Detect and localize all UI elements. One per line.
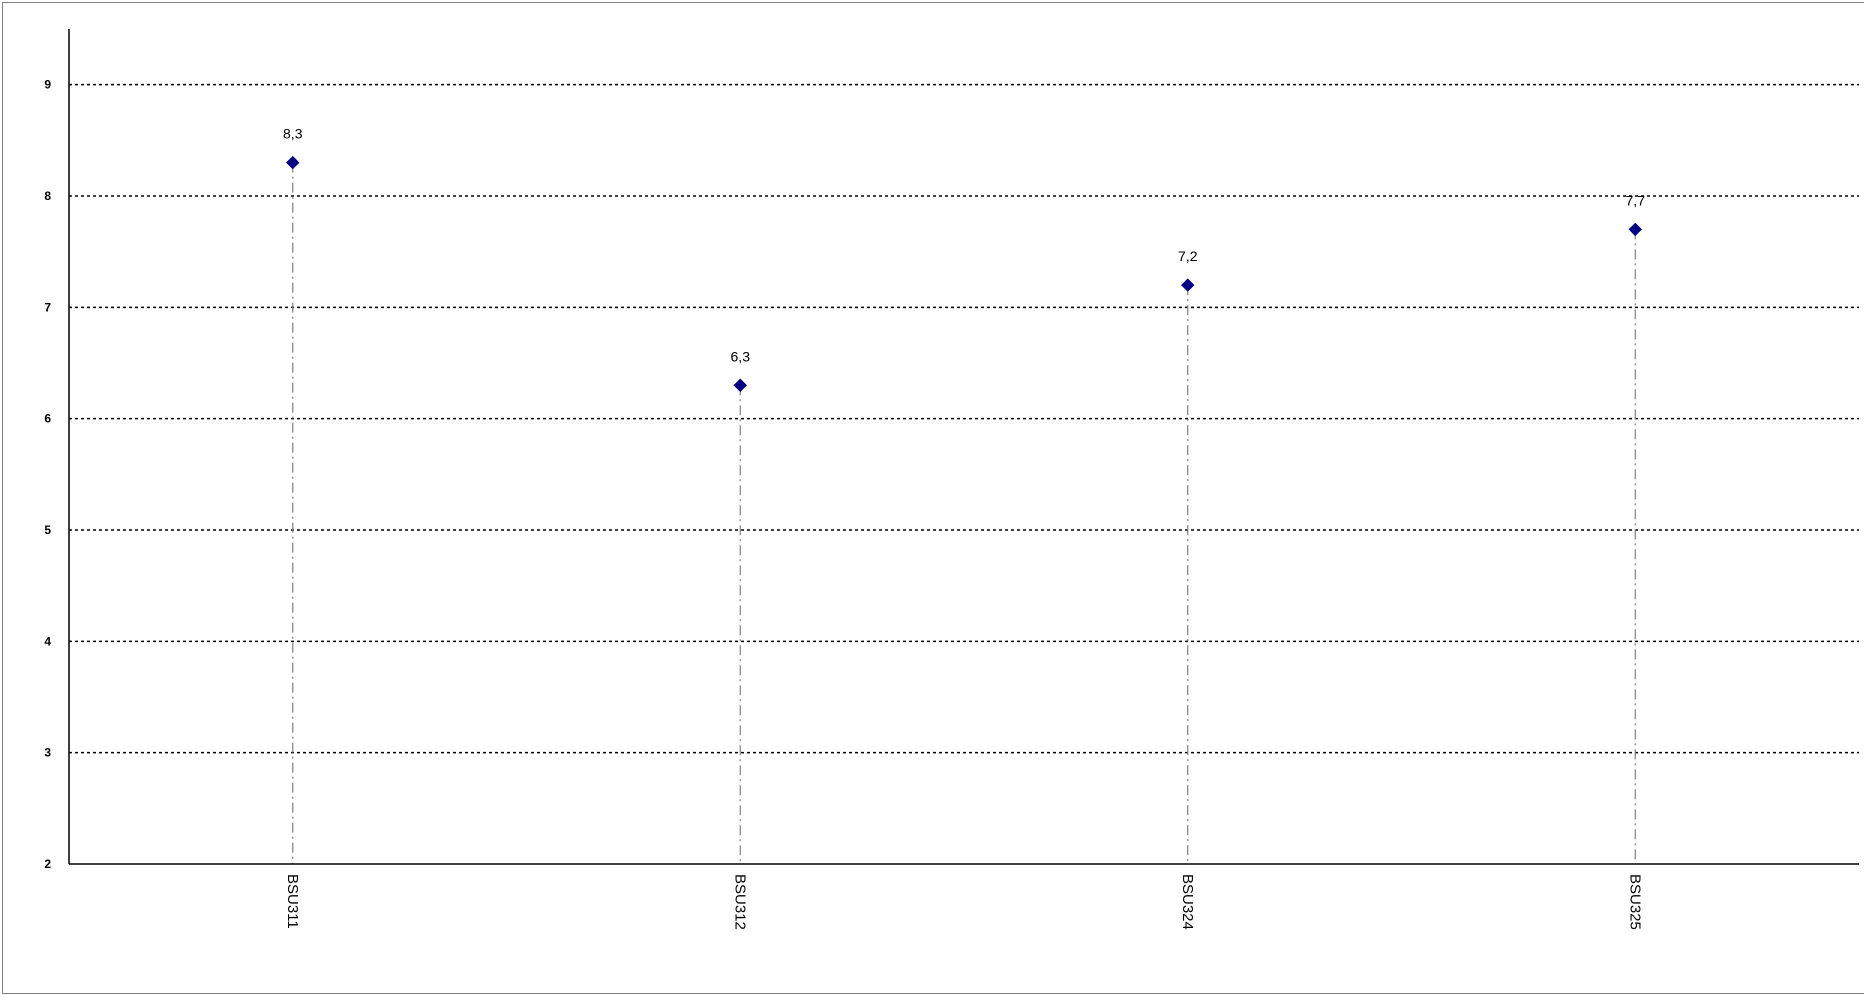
data-point-marker	[1181, 278, 1195, 292]
y-tick-label: 2	[44, 857, 51, 871]
y-tick-label: 8	[44, 189, 51, 203]
x-category-label: BSU324	[1179, 874, 1196, 930]
x-category-label: BSU311	[284, 874, 301, 929]
y-tick-label: 6	[44, 412, 51, 426]
y-tick-label: 9	[44, 78, 51, 92]
data-labels: 8,3 6,3 7,2 7,7	[283, 126, 1645, 365]
data-point-marker	[286, 155, 300, 170]
y-tick-label: 4	[44, 634, 51, 648]
axes	[68, 29, 1859, 865]
scatter-chart: 2 3 4 5 6 7 8 9 BSU311 BSU312 BSU324 BSU325 8,3 6,3…	[44, 29, 1859, 930]
data-label: 7,7	[1626, 192, 1646, 208]
y-tick-label: 7	[44, 300, 51, 314]
y-axis-tick-labels: 2 3 4 5 6 7 8 9	[44, 78, 51, 871]
data-point-marker	[733, 378, 747, 392]
gridlines	[69, 83, 1859, 754]
data-point-marker	[1628, 222, 1642, 237]
x-category-label: BSU325	[1626, 874, 1643, 930]
x-axis-category-labels: BSU311 BSU312 BSU324 BSU325	[284, 874, 1644, 930]
drop-lines	[292, 162, 1636, 864]
data-label: 7,2	[1178, 248, 1198, 264]
x-category-label: BSU312	[731, 874, 748, 930]
data-label: 6,3	[731, 348, 751, 364]
y-tick-label: 3	[44, 746, 51, 760]
data-points	[286, 155, 1642, 392]
y-tick-label: 5	[44, 523, 51, 537]
data-label: 8,3	[283, 126, 303, 142]
